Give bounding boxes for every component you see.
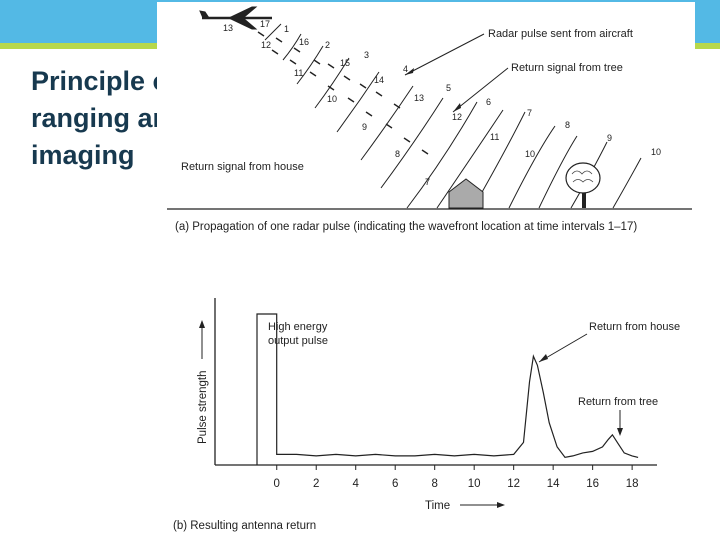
return-echo-mark xyxy=(359,83,367,89)
wavefront-time-label: 11 xyxy=(490,132,499,142)
wavefront-arc xyxy=(406,101,478,209)
return-echo-mark xyxy=(275,37,283,43)
wavefront-time-label: 11 xyxy=(294,68,303,78)
x-tick-label: 14 xyxy=(547,478,560,490)
return-echo-mark xyxy=(385,123,393,129)
wavefront-arc xyxy=(282,33,302,61)
label-return-tree: Return signal from tree xyxy=(511,62,623,74)
x-tick-label: 10 xyxy=(468,478,481,490)
wavefront-arc xyxy=(360,85,414,161)
wavefront-time-label: 9 xyxy=(362,122,367,132)
house-icon xyxy=(448,178,484,209)
return-echo-mark xyxy=(347,97,355,103)
wavefront-time-label: 1 xyxy=(284,24,289,34)
wavefront-arc xyxy=(612,157,642,209)
wavefront-time-label: 10 xyxy=(651,147,661,157)
wavefront-time-label: 8 xyxy=(395,149,400,159)
x-axis-label: Time xyxy=(425,500,450,512)
return-echo-mark xyxy=(343,75,351,81)
signal-line xyxy=(256,313,639,465)
caption-a: (a) Propagation of one radar pulse (indi… xyxy=(175,221,637,233)
wavefront-time-label: 2 xyxy=(325,40,330,50)
wavefront-arc xyxy=(264,23,282,41)
wavefront-time-label: 3 xyxy=(364,50,369,60)
wavefront-time-label: 14 xyxy=(374,75,384,85)
antenna-return-chart: 0 2 4 6 8 10 12 14 16 18 High energy output pulse … xyxy=(173,298,680,532)
return-echo-mark xyxy=(327,63,335,69)
wavefront-time-label: 13 xyxy=(414,93,424,103)
x-tick-label: 4 xyxy=(353,478,360,490)
return-echo-mark xyxy=(313,59,321,65)
wavefront-arc xyxy=(296,45,324,85)
wavefront-time-label: 7 xyxy=(425,177,430,187)
y-axis-label: Pulse strength xyxy=(197,370,209,444)
x-tick-label: 18 xyxy=(626,478,639,490)
x-tick-labels: 0 2 4 6 8 10 12 14 16 18 xyxy=(274,465,639,490)
wavefront-arc xyxy=(436,109,504,209)
caption-b: (b) Resulting antenna return xyxy=(173,520,316,532)
return-echo-mark xyxy=(375,91,383,97)
radar-figure: 13 1711216211153101449135812671171089910 xyxy=(167,6,692,532)
wavefront-arc xyxy=(336,71,380,133)
wavefront-time-label: 9 xyxy=(607,133,612,143)
wavefront-arc xyxy=(538,135,578,209)
wavefront-time-label: 15 xyxy=(340,58,350,68)
wavefront-time-label: 10 xyxy=(327,94,337,104)
return-echo-mark xyxy=(393,103,401,109)
tree-icon xyxy=(565,162,601,208)
chart-axes xyxy=(214,298,657,466)
return-echo-mark xyxy=(421,149,429,155)
x-tick-label: 2 xyxy=(313,478,319,490)
airplane-icon xyxy=(199,6,272,30)
propagation-diagram: 13 1711216211153101449135812671171089910 xyxy=(167,6,692,233)
return-echo-mark xyxy=(289,59,297,65)
annotation-return-tree: Return from tree xyxy=(578,396,658,408)
annotation-output-pulse: High energy output pulse xyxy=(268,321,328,347)
x-tick-label: 6 xyxy=(392,478,398,490)
wavefront-arc xyxy=(314,57,350,109)
wavefront-time-label: 7 xyxy=(527,108,532,118)
figure-panel: 13 1711216211153101449135812671171089910 xyxy=(157,2,695,540)
wavefront-time-label: 12 xyxy=(261,40,271,50)
label-return-house: Return signal from house xyxy=(181,161,304,173)
wavefront-time-label: 6 xyxy=(486,97,491,107)
wavefront-time-label: 17 xyxy=(260,19,270,29)
return-echo-mark xyxy=(257,31,265,37)
wavefront-time-labels: 1711216211153101449135812671171089910 xyxy=(260,19,661,187)
x-tick-label: 0 xyxy=(274,478,280,490)
return-echo-mark xyxy=(271,49,279,55)
x-tick-label: 8 xyxy=(431,478,437,490)
return-echo-mark xyxy=(365,111,373,117)
return-echo-mark xyxy=(309,71,317,77)
wavefront-arcs xyxy=(257,23,642,209)
label-pulse-sent: Radar pulse sent from aircraft xyxy=(488,28,633,40)
wavefront-arc xyxy=(508,125,556,209)
wavefront-time-label: 4 xyxy=(403,64,408,74)
return-echo-mark xyxy=(293,47,301,53)
plane-time-label: 13 xyxy=(223,23,233,33)
wavefront-time-label: 8 xyxy=(565,120,570,130)
return-echo-mark xyxy=(327,85,335,91)
return-echo-mark xyxy=(403,137,411,143)
x-tick-label: 16 xyxy=(586,478,599,490)
wavefront-time-label: 10 xyxy=(525,149,535,159)
wavefront-time-label: 16 xyxy=(299,37,309,47)
wavefront-time-label: 12 xyxy=(452,112,462,122)
wavefront-arc xyxy=(380,97,444,189)
wavefront-time-label: 5 xyxy=(446,83,451,93)
x-tick-label: 12 xyxy=(507,478,520,490)
annotation-return-house: Return from house xyxy=(589,321,680,333)
